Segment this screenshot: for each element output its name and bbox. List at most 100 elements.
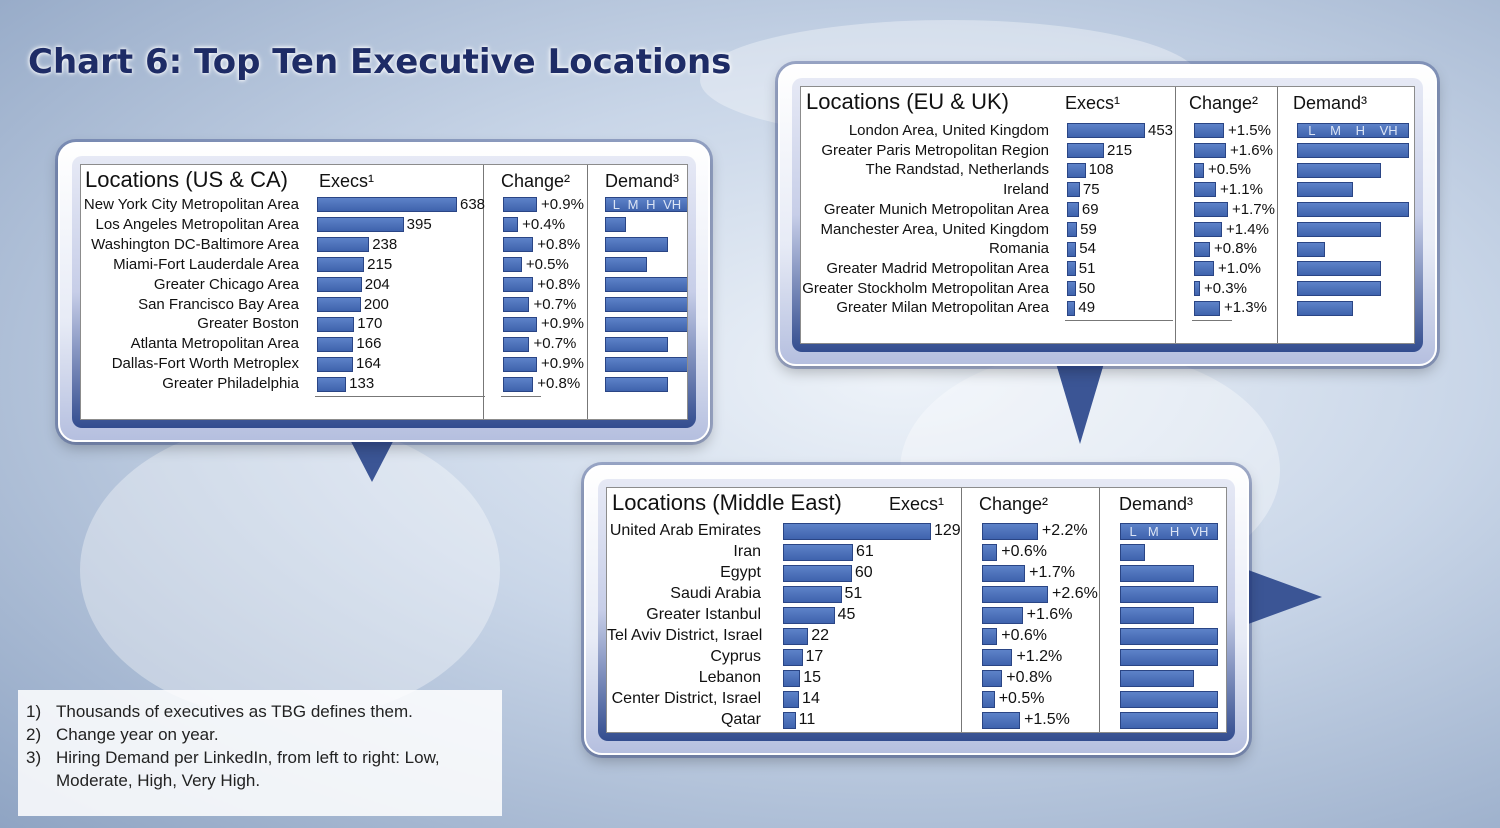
execs-bar — [1067, 143, 1105, 159]
demand-bar — [605, 376, 668, 392]
demand-scale-label: M — [627, 197, 639, 213]
change-axis — [1192, 320, 1232, 321]
change-value: +1.6% — [1230, 141, 1273, 159]
demand-bar — [1120, 649, 1218, 666]
change-bar — [503, 217, 519, 233]
demand-scale-label: H — [646, 197, 656, 213]
column-header-change: Change² — [501, 171, 571, 191]
execs-value: 51 — [1078, 259, 1096, 277]
execs-bar — [783, 691, 800, 708]
column-header-change: Change² — [1189, 93, 1259, 113]
change-bar — [982, 628, 998, 645]
column-divider — [1277, 87, 1278, 343]
change-bar — [1194, 123, 1224, 139]
change-bar — [1194, 182, 1216, 198]
demand-bar — [1297, 143, 1409, 159]
change-bar — [1194, 202, 1228, 218]
location-label: Egypt — [720, 564, 761, 581]
change-value: +1.5% — [1228, 122, 1271, 139]
column-header-demand: Demand³ — [605, 171, 680, 191]
execs-value: 51 — [844, 585, 863, 602]
change-bar — [982, 565, 1026, 582]
demand-bar — [1120, 712, 1218, 729]
location-label: The Randstad, Netherlands — [865, 161, 1049, 179]
location-label: Greater Istanbul — [646, 606, 761, 623]
execs-bar — [317, 237, 370, 253]
change-value: +1.1% — [1220, 181, 1263, 199]
demand-bar — [1297, 300, 1353, 316]
demand-bar — [605, 316, 687, 332]
change-bar — [1194, 280, 1200, 296]
demand-bar — [1120, 544, 1145, 561]
change-value: +1.3% — [1224, 299, 1267, 317]
change-value: +0.9% — [541, 315, 584, 333]
execs-value: 166 — [356, 335, 382, 353]
change-bar — [982, 691, 995, 708]
location-label: New York City Metropolitan Area — [83, 196, 299, 213]
location-label: United Arab Emirates — [609, 522, 761, 539]
change-bar — [503, 257, 522, 273]
execs-bar — [1067, 123, 1145, 139]
location-label: London Area, United Kingdom — [848, 122, 1049, 139]
change-bar — [503, 277, 534, 293]
demand-bar — [605, 296, 687, 312]
change-value: +1.6% — [1026, 606, 1073, 623]
demand-scale-header: L M H VH — [605, 197, 687, 213]
execs-value: 15 — [803, 669, 821, 686]
change-bar — [503, 336, 530, 352]
change-axis — [501, 396, 541, 397]
footnote-item: 3) Hiring Demand per LinkedIn, from left … — [26, 748, 440, 790]
change-bar — [1194, 162, 1204, 178]
execs-bar — [783, 670, 801, 687]
footnote-item: 2) Change year on year. — [26, 725, 219, 744]
execs-value: 238 — [372, 235, 398, 253]
location-label: Manchester Area, United Kingdom — [820, 220, 1049, 238]
location-label: Greater Chicago Area — [153, 275, 299, 293]
execs-bar — [783, 523, 931, 540]
execs-bar — [1067, 221, 1078, 237]
execs-value: 17 — [805, 648, 824, 665]
change-value: +0.8% — [537, 375, 581, 393]
change-bar — [1194, 143, 1226, 159]
execs-value: 54 — [1079, 240, 1096, 258]
execs-bar — [317, 336, 354, 352]
demand-scale-label: VH — [1379, 123, 1398, 139]
change-value: +2.6% — [1052, 585, 1098, 602]
execs-bar — [783, 649, 803, 666]
demand-bar — [1297, 221, 1381, 237]
location-label: Greater Boston — [197, 315, 299, 333]
execs-value: 69 — [1081, 200, 1099, 218]
footnotes: 1) Thousands of executives as TBG defines… — [18, 690, 502, 816]
change-value: +0.8% — [537, 235, 581, 253]
demand-scale-label: H — [1355, 123, 1365, 139]
execs-value: 45 — [837, 606, 856, 623]
execs-bar — [783, 586, 842, 603]
change-bar — [982, 712, 1021, 729]
change-value: +0.6% — [1001, 543, 1048, 560]
column-divider — [961, 488, 962, 732]
change-bar — [982, 670, 1003, 687]
change-bar — [982, 523, 1038, 540]
change-bar — [1194, 241, 1210, 257]
execs-bar — [317, 376, 347, 392]
execs-value: 133 — [349, 375, 375, 393]
demand-bar — [605, 237, 668, 253]
column-divider — [587, 165, 588, 419]
change-bar — [503, 197, 537, 213]
execs-value: 59 — [1080, 220, 1097, 238]
demand-bar — [1120, 670, 1194, 687]
change-value: +1.0% — [1218, 259, 1261, 277]
table-eu-uk: Locations (EU & UK) Execs¹ Change² Demand³ L… — [800, 86, 1415, 344]
location-label: Greater Milan Metropolitan Area — [836, 299, 1049, 317]
demand-bar — [1120, 607, 1194, 624]
location-label: San Francisco Bay Area — [138, 295, 299, 313]
location-label: Lebanon — [698, 669, 761, 686]
execs-axis — [1065, 320, 1173, 321]
execs-bar — [1067, 202, 1079, 218]
demand-bar — [1297, 280, 1381, 296]
table-us-ca: Locations (US & CA) Execs¹ Change² Demand³ N… — [80, 164, 688, 420]
location-label: Washington DC-Baltimore Area — [91, 235, 299, 253]
location-label: Dallas-Fort Worth Metroplex — [111, 355, 299, 373]
execs-value: 129 — [934, 522, 961, 539]
location-label: Saudi Arabia — [670, 585, 761, 602]
